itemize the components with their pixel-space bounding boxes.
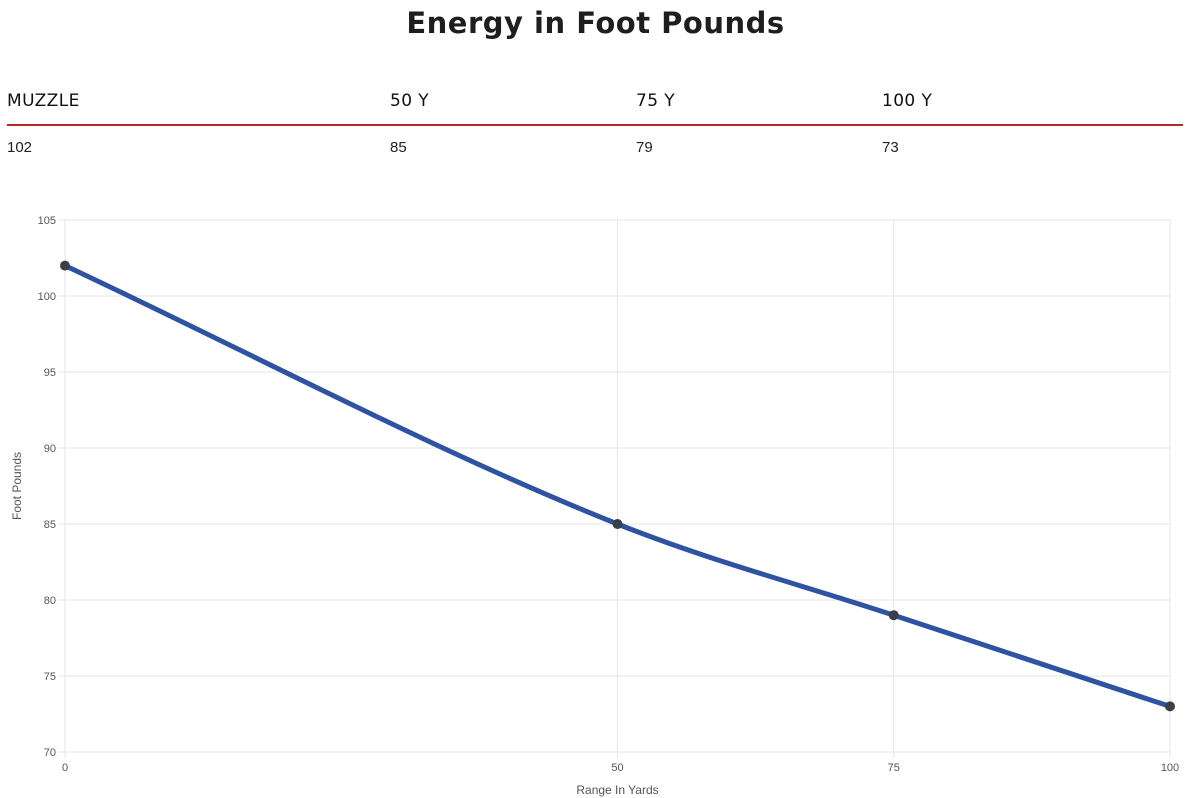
x-tick-label: 50 [611, 762, 623, 774]
value-75-yards: 79 [636, 139, 653, 156]
energy-line-chart: 70 75 80 85 90 95 100 105 0 50 75 100 Range In Yards… [10, 215, 1179, 797]
x-tick-label: 100 [1161, 762, 1179, 774]
x-axis-title: Range In Yards [576, 783, 658, 797]
table-value-row: 102 85 79 73 [7, 126, 1183, 160]
y-tick-label: 80 [44, 595, 56, 607]
header-75-yards: 75 Y [636, 91, 676, 111]
x-tick-label: 75 [888, 762, 900, 774]
y-tick-label: 95 [44, 367, 56, 379]
data-point [888, 610, 899, 621]
y-axis-title: Foot Pounds [10, 452, 24, 520]
y-tick-label: 100 [38, 291, 56, 303]
table-header-row: MUZZLE 50 Y 75 Y 100 Y [7, 88, 1183, 126]
y-tick-label: 75 [44, 671, 56, 683]
header-50-yards: 50 Y [390, 91, 430, 111]
page-title: Energy in Foot Pounds [406, 6, 785, 40]
data-point [612, 519, 623, 529]
data-point [1165, 701, 1175, 712]
value-100-yards: 73 [882, 139, 899, 156]
data-point [60, 260, 70, 271]
y-tick-label: 85 [44, 519, 56, 531]
value-50-yards: 85 [390, 139, 407, 156]
series-line [62, 263, 1173, 709]
header-100-yards: 100 Y [882, 91, 933, 111]
y-tick-label: 90 [44, 443, 56, 455]
y-tick-label: 105 [38, 215, 56, 227]
header-muzzle: MUZZLE [7, 91, 80, 111]
y-tick-label: 70 [44, 747, 56, 759]
value-muzzle: 102 [7, 139, 33, 156]
energy-table: MUZZLE 50 Y 75 Y 100 Y 102 85 79 73 [7, 88, 1183, 160]
x-tick-label: 0 [62, 762, 68, 774]
